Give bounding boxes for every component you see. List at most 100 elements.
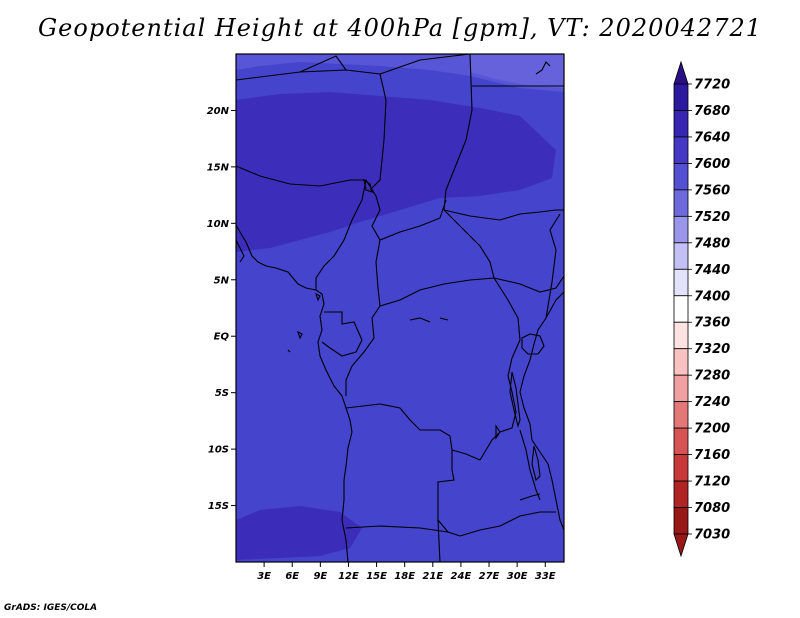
colorbar-label: 7030 <box>694 528 730 543</box>
higher-height-region-north <box>236 92 556 252</box>
lake-mweru <box>495 424 501 440</box>
lat-tick-label: EQ <box>214 332 230 343</box>
colorbar-band <box>673 136 689 164</box>
lake-kariba <box>519 493 541 501</box>
border-niger-chad <box>379 54 473 211</box>
lake-malawi <box>531 445 541 482</box>
border-mauritania-mali <box>236 69 387 191</box>
colorbar-label: 7640 <box>694 130 730 145</box>
field-shading <box>236 54 564 560</box>
colorbar-label: 7080 <box>694 501 730 516</box>
colorbar-label: 7280 <box>694 369 730 384</box>
coast-west-notch <box>236 239 245 263</box>
border-zambia-south <box>459 511 556 537</box>
coastline-east-africa <box>519 291 564 531</box>
lat-tick-label: 5N <box>214 275 230 286</box>
lat-tick-label: 15S <box>208 501 229 512</box>
colorbar-band <box>673 427 689 455</box>
border-drc-east <box>479 277 521 461</box>
colorbar-band <box>673 163 689 191</box>
grads-credit: GrADS: IGES/COLA <box>4 603 98 613</box>
lat-tick-label: 20N <box>207 106 230 117</box>
lake-tanganyika <box>509 371 521 428</box>
colorbar-label: 7360 <box>694 316 730 331</box>
lon-tick-label: 27E <box>479 571 500 582</box>
colorbar-band <box>673 295 689 323</box>
colorbar-band <box>673 507 689 535</box>
lon-tick-label: 33E <box>535 571 556 582</box>
colorbar-label: 7480 <box>694 236 730 251</box>
colorbar-band <box>673 374 689 403</box>
colorbar-label: 7240 <box>694 395 730 410</box>
colorbar-label: 7160 <box>694 448 730 463</box>
coastlines-and-borders <box>236 54 564 562</box>
border-mali-niger <box>299 55 347 73</box>
colorbar: 7720 7680 7640 7600 7560 7520 7480 7440 7400 7360… <box>673 60 730 558</box>
colorbar-label: 7440 <box>694 263 730 278</box>
colorbar-band <box>673 110 689 138</box>
lake-chad <box>363 178 373 193</box>
lon-tick-label: 9E <box>313 571 327 582</box>
latitude-axis: 20N 15N 10N 5N EQ 5S 10S 15S <box>207 106 236 512</box>
border-nigeria-cameroon <box>315 179 367 290</box>
lon-tick-label: 30E <box>507 571 528 582</box>
colorbar-band <box>673 348 689 376</box>
colorbar-label: 7680 <box>694 104 730 119</box>
border-sahel-south <box>236 165 447 241</box>
colorbar-label: 7400 <box>694 289 730 304</box>
colorbar-bottom-arrow <box>673 533 689 558</box>
longitude-axis: 3E 6E 9E 12E 15E 18E 21E 24E 27E 30E 33E <box>257 562 556 582</box>
annobon-island <box>287 349 291 353</box>
colorbar-band <box>673 268 689 297</box>
colorbar-label: 7720 <box>694 78 730 93</box>
lower-height-region-northeast <box>470 54 564 88</box>
coast-northeast-red-sea <box>535 61 551 75</box>
colorbar-band <box>673 401 689 429</box>
border-car <box>375 209 495 307</box>
colorbar-label: 7520 <box>694 210 730 225</box>
border-namibia <box>345 525 449 533</box>
colorbar-band <box>673 242 689 270</box>
colorbar-label: 7120 <box>694 475 730 490</box>
map-plot-area: 20N 15N 10N 5N EQ 5S 10S 15S 3E 6E 9E 12E 15E 18E 21E… <box>207 53 565 582</box>
colorbar-band <box>673 454 689 482</box>
higher-height-region-south <box>236 506 362 560</box>
border-congo-drc <box>345 305 381 396</box>
lon-tick-label: 21E <box>422 571 443 582</box>
border-south-sudan <box>493 275 564 293</box>
border-ethiopia <box>545 213 561 319</box>
coastline-west-africa <box>236 224 353 562</box>
lon-tick-label: 15E <box>366 571 387 582</box>
border-botswana <box>437 519 441 562</box>
sao-tome-island <box>297 330 303 340</box>
colorbar-label: 7200 <box>694 422 730 437</box>
colorbar-band <box>673 321 689 350</box>
border-drc-angola <box>345 403 481 461</box>
lat-tick-label: 10S <box>208 445 229 456</box>
map-frame <box>235 53 565 563</box>
lake-congo-basin-2 <box>439 317 449 321</box>
colorbar-band <box>673 480 689 508</box>
lon-tick-label: 12E <box>338 571 359 582</box>
lon-tick-label: 3E <box>257 571 271 582</box>
map-title: Geopotential Height at 400hPa [gpm], VT:… <box>38 14 762 42</box>
colorbar-band <box>673 215 689 244</box>
lake-victoria <box>521 333 545 355</box>
lon-tick-label: 24E <box>451 571 472 582</box>
colorbar-label: 7560 <box>694 183 730 198</box>
lon-tick-label: 18E <box>394 571 415 582</box>
lake-congo-basin-1 <box>409 317 431 323</box>
colorbar-top-arrow <box>673 60 689 85</box>
colorbar-label: 7600 <box>694 157 730 172</box>
lon-tick-label: 6E <box>285 571 299 582</box>
lat-tick-label: 10N <box>207 219 230 230</box>
lat-tick-label: 5S <box>215 388 229 399</box>
colorbar-label: 7320 <box>694 342 730 357</box>
bioko-island <box>315 292 321 302</box>
colorbar-band <box>673 83 689 111</box>
border-east-mozambique <box>519 429 541 501</box>
border-sudan-south-sudan <box>443 209 564 221</box>
border-gabon <box>321 311 363 357</box>
lat-tick-label: 15N <box>207 162 230 173</box>
